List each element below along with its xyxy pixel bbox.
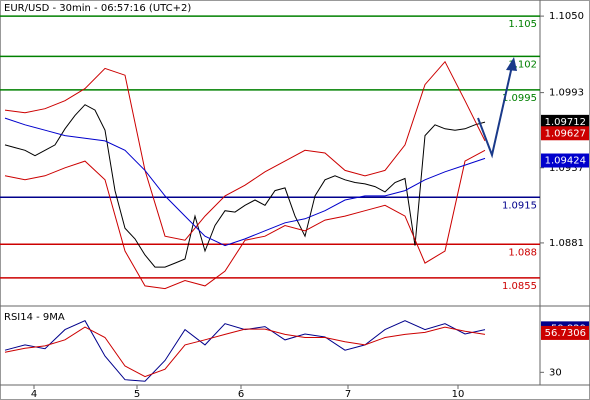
x-tick-label: 10 [452,389,465,400]
y-tick-label: 1.0993 [549,88,584,99]
price-label: 56.7306 [545,328,586,339]
price-box [541,114,589,129]
y-tick-label: 1.0937 [549,163,584,174]
x-tick-label: 5 [134,389,140,400]
level-label: 1.088 [508,247,537,258]
price-label: 1.09627 [545,128,586,139]
y-tick-label: 30 [549,367,562,378]
price-box [541,325,589,340]
series-line [4,104,486,268]
price-box [541,153,589,168]
series-line [4,149,486,290]
series-line [4,117,486,247]
price-label: 1.09712 [545,117,586,128]
series-line [4,326,486,378]
x-tick-label: 7 [345,389,351,400]
rsi-title: RSI14 - 9MA [4,312,65,323]
marks: 1.1050 1.0993 1.0937 1.0881 1.105 1.102 1.0995… [0,11,589,400]
y-tick-label: 1.0881 [549,238,584,249]
arrow-head [506,57,517,71]
level-label: 1.0915 [502,200,537,211]
level-label: 1.105 [508,19,537,30]
forecast-arrow [477,65,513,159]
chart-title: EUR/USD - 30min - 06:57:16 (UTC+2) [4,3,191,14]
level-label: 1.102 [508,59,537,70]
y-tick-label: 1.1050 [549,11,584,22]
price-box [541,126,589,141]
level-label: 1.0995 [502,93,537,104]
level-label: 1.0855 [502,281,537,292]
x-tick-label: 4 [31,389,37,400]
series-line [4,60,486,241]
price-label: 1.09424 [545,156,586,167]
x-tick-label: 6 [238,389,244,400]
